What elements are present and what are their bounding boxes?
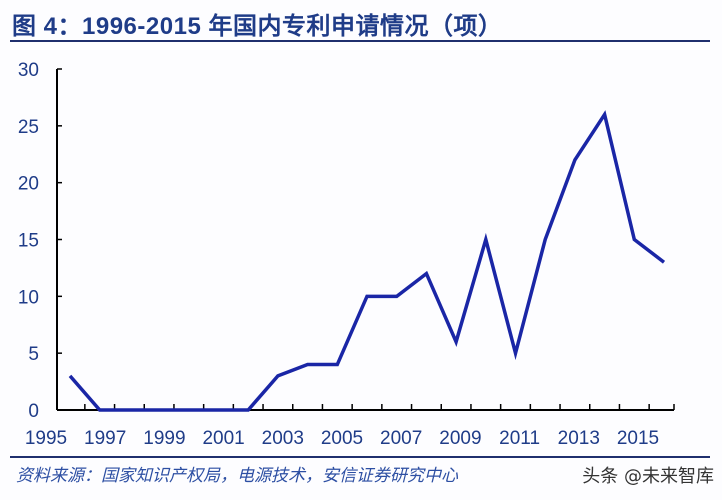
- x-tick-label: 1995: [25, 428, 67, 449]
- y-tick-label: 30: [18, 60, 39, 81]
- source-note: 资料来源：国家知识产权局，电源技术，安信证券研究中心: [16, 466, 458, 486]
- x-tick-label: 2013: [558, 428, 600, 449]
- x-tick-label: 1999: [143, 428, 185, 449]
- watermark: 头条 @未来智库: [582, 462, 714, 488]
- footer-divider: [10, 456, 710, 458]
- x-tick-label: 2009: [439, 428, 481, 449]
- x-tick-label: 2015: [617, 428, 659, 449]
- y-tick-label: 0: [28, 401, 39, 422]
- y-tick-label: 25: [18, 117, 39, 138]
- x-tick-label: 1997: [84, 428, 126, 449]
- y-tick-label: 20: [18, 174, 39, 195]
- y-tick-label: 5: [28, 344, 39, 365]
- y-tick-label: 10: [18, 287, 39, 308]
- chart-title: 图 4：1996-2015 年国内专利申请情况（项）: [12, 13, 503, 40]
- data-series-line: [68, 110, 666, 412]
- x-tick-label: 2005: [321, 428, 363, 449]
- x-tick-label: 2007: [380, 428, 422, 449]
- y-tick-label: 15: [18, 231, 39, 252]
- x-tick-label: 2011: [499, 428, 540, 449]
- line-chart: 0 5 10 15 20 25 30 1995 1997 1999 2001 2003 2005 2007…: [18, 60, 675, 449]
- title-divider: [10, 40, 710, 42]
- x-tick-label: 2001: [202, 428, 244, 449]
- x-tick-label: 2003: [262, 428, 304, 449]
